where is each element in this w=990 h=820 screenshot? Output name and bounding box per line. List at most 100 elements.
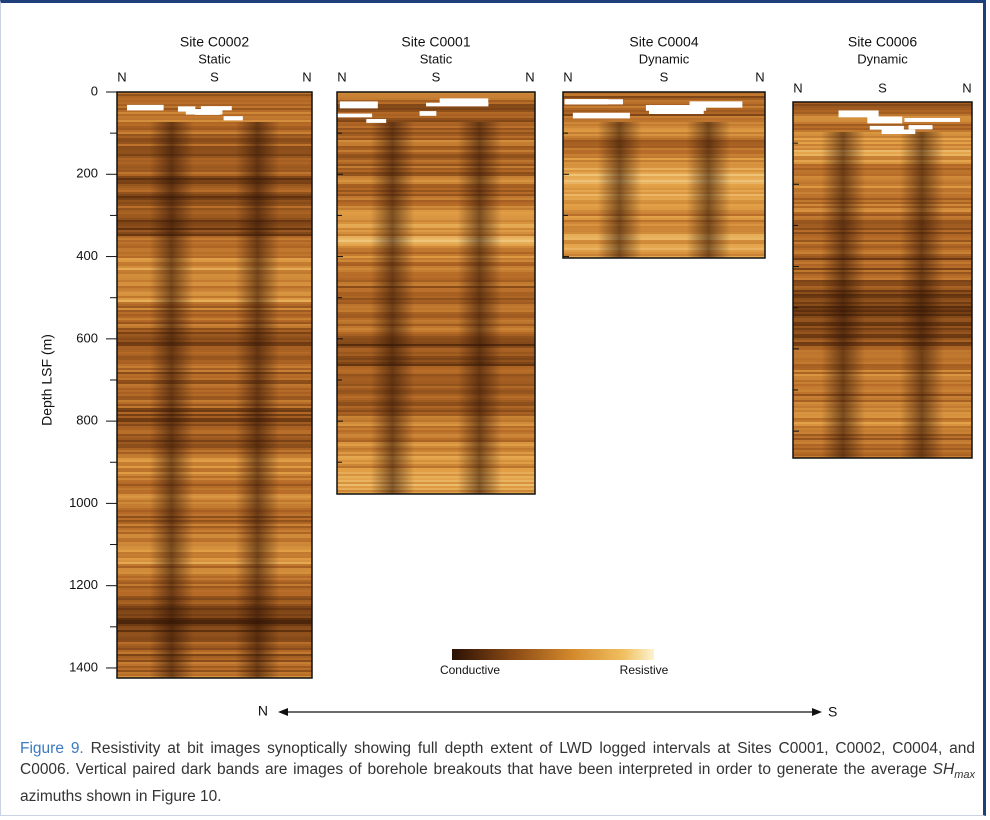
image-stripe <box>337 168 535 171</box>
image-stripe <box>117 462 312 465</box>
image-stripe <box>337 304 535 307</box>
image-stripe <box>793 426 972 429</box>
image-stripe <box>117 630 312 633</box>
image-stripe <box>563 96 765 99</box>
image-stripe <box>117 370 312 373</box>
image-stripe <box>117 496 312 499</box>
image-stripe <box>117 242 312 245</box>
image-stripe <box>117 422 312 425</box>
image-stripe <box>563 244 765 247</box>
image-stripe <box>337 428 535 431</box>
image-stripe <box>793 440 972 443</box>
image-stripe <box>337 176 535 179</box>
image-stripe <box>793 174 972 177</box>
image-stripe <box>117 562 312 565</box>
image-stripe <box>117 328 312 331</box>
image-stripe <box>337 154 535 157</box>
image-stripe <box>337 258 535 261</box>
image-stripe <box>793 192 972 195</box>
azimuth-label: N <box>563 69 572 84</box>
image-stripe <box>337 338 535 341</box>
image-stripe <box>337 416 535 419</box>
image-stripe <box>117 270 312 273</box>
image-stripe <box>793 210 972 213</box>
image-stripe <box>117 468 312 471</box>
image-stripe <box>117 304 312 307</box>
image-stripe <box>337 184 535 187</box>
image-stripe <box>337 240 535 243</box>
image-stripe <box>337 220 535 223</box>
image-stripe <box>117 292 312 295</box>
image-stripe <box>793 224 972 227</box>
image-stripe <box>337 476 535 479</box>
image-stripe <box>337 250 535 253</box>
image-stripe <box>563 212 765 215</box>
azimuth-label: N <box>793 80 802 95</box>
image-stripe <box>117 346 312 349</box>
washout <box>177 106 196 112</box>
image-stripe <box>117 456 312 459</box>
image-stripe <box>337 354 535 357</box>
image-stripe <box>117 254 312 257</box>
image-stripe <box>793 400 972 403</box>
image-stripe <box>117 330 312 333</box>
image-stripe <box>793 336 972 339</box>
image-stripe <box>117 510 312 513</box>
image-stripe <box>337 180 535 183</box>
image-stripe <box>793 158 972 161</box>
image-stripe <box>793 280 972 283</box>
image-stripe <box>117 442 312 445</box>
image-stripe <box>563 228 765 231</box>
azimuth-label: N <box>117 69 126 84</box>
image-stripe <box>563 144 765 147</box>
image-stripe <box>337 426 535 429</box>
image-stripe <box>793 390 972 393</box>
washout <box>419 111 437 116</box>
image-stripe <box>117 202 312 205</box>
image-stripe <box>117 230 312 233</box>
image-stripe <box>117 210 312 213</box>
image-stripe <box>117 284 312 287</box>
image-stripe <box>337 224 535 227</box>
image-stripe <box>563 202 765 205</box>
image-stripe <box>337 324 535 327</box>
image-stripe <box>337 124 535 127</box>
image-stripe <box>117 660 312 663</box>
image-stripe <box>117 430 312 433</box>
image-stripe <box>793 270 972 273</box>
image-stripe <box>337 136 535 139</box>
image-stripe <box>117 404 312 407</box>
image-stripe <box>793 124 972 127</box>
image-stripe <box>117 512 312 515</box>
image-stripe <box>337 294 535 297</box>
image-stripe <box>563 130 765 133</box>
image-stripe <box>117 186 312 189</box>
image-stripe <box>793 166 972 169</box>
image-stripe <box>117 184 312 187</box>
image-stripe <box>563 162 765 165</box>
image-stripe <box>117 178 312 181</box>
washout <box>185 109 223 115</box>
caption-label: Figure 9. <box>20 740 84 757</box>
image-stripe <box>793 300 972 303</box>
image-stripe <box>337 266 535 269</box>
image-stripe <box>117 446 312 449</box>
image-stripe <box>117 122 312 125</box>
washout <box>645 105 707 111</box>
image-stripe <box>337 352 535 355</box>
image-stripe <box>117 94 312 97</box>
image-stripe <box>563 192 765 195</box>
image-stripe <box>793 326 972 329</box>
image-stripe <box>117 226 312 229</box>
image-stripe <box>117 566 312 569</box>
image-stripe <box>793 384 972 387</box>
image-stripe <box>117 218 312 221</box>
image-stripe <box>117 538 312 541</box>
image-stripe <box>117 192 312 195</box>
logging-mode: Static <box>420 51 453 66</box>
image-stripe <box>117 240 312 243</box>
image-stripe <box>563 222 765 225</box>
image-stripe <box>337 172 535 175</box>
image-stripe <box>793 246 972 249</box>
